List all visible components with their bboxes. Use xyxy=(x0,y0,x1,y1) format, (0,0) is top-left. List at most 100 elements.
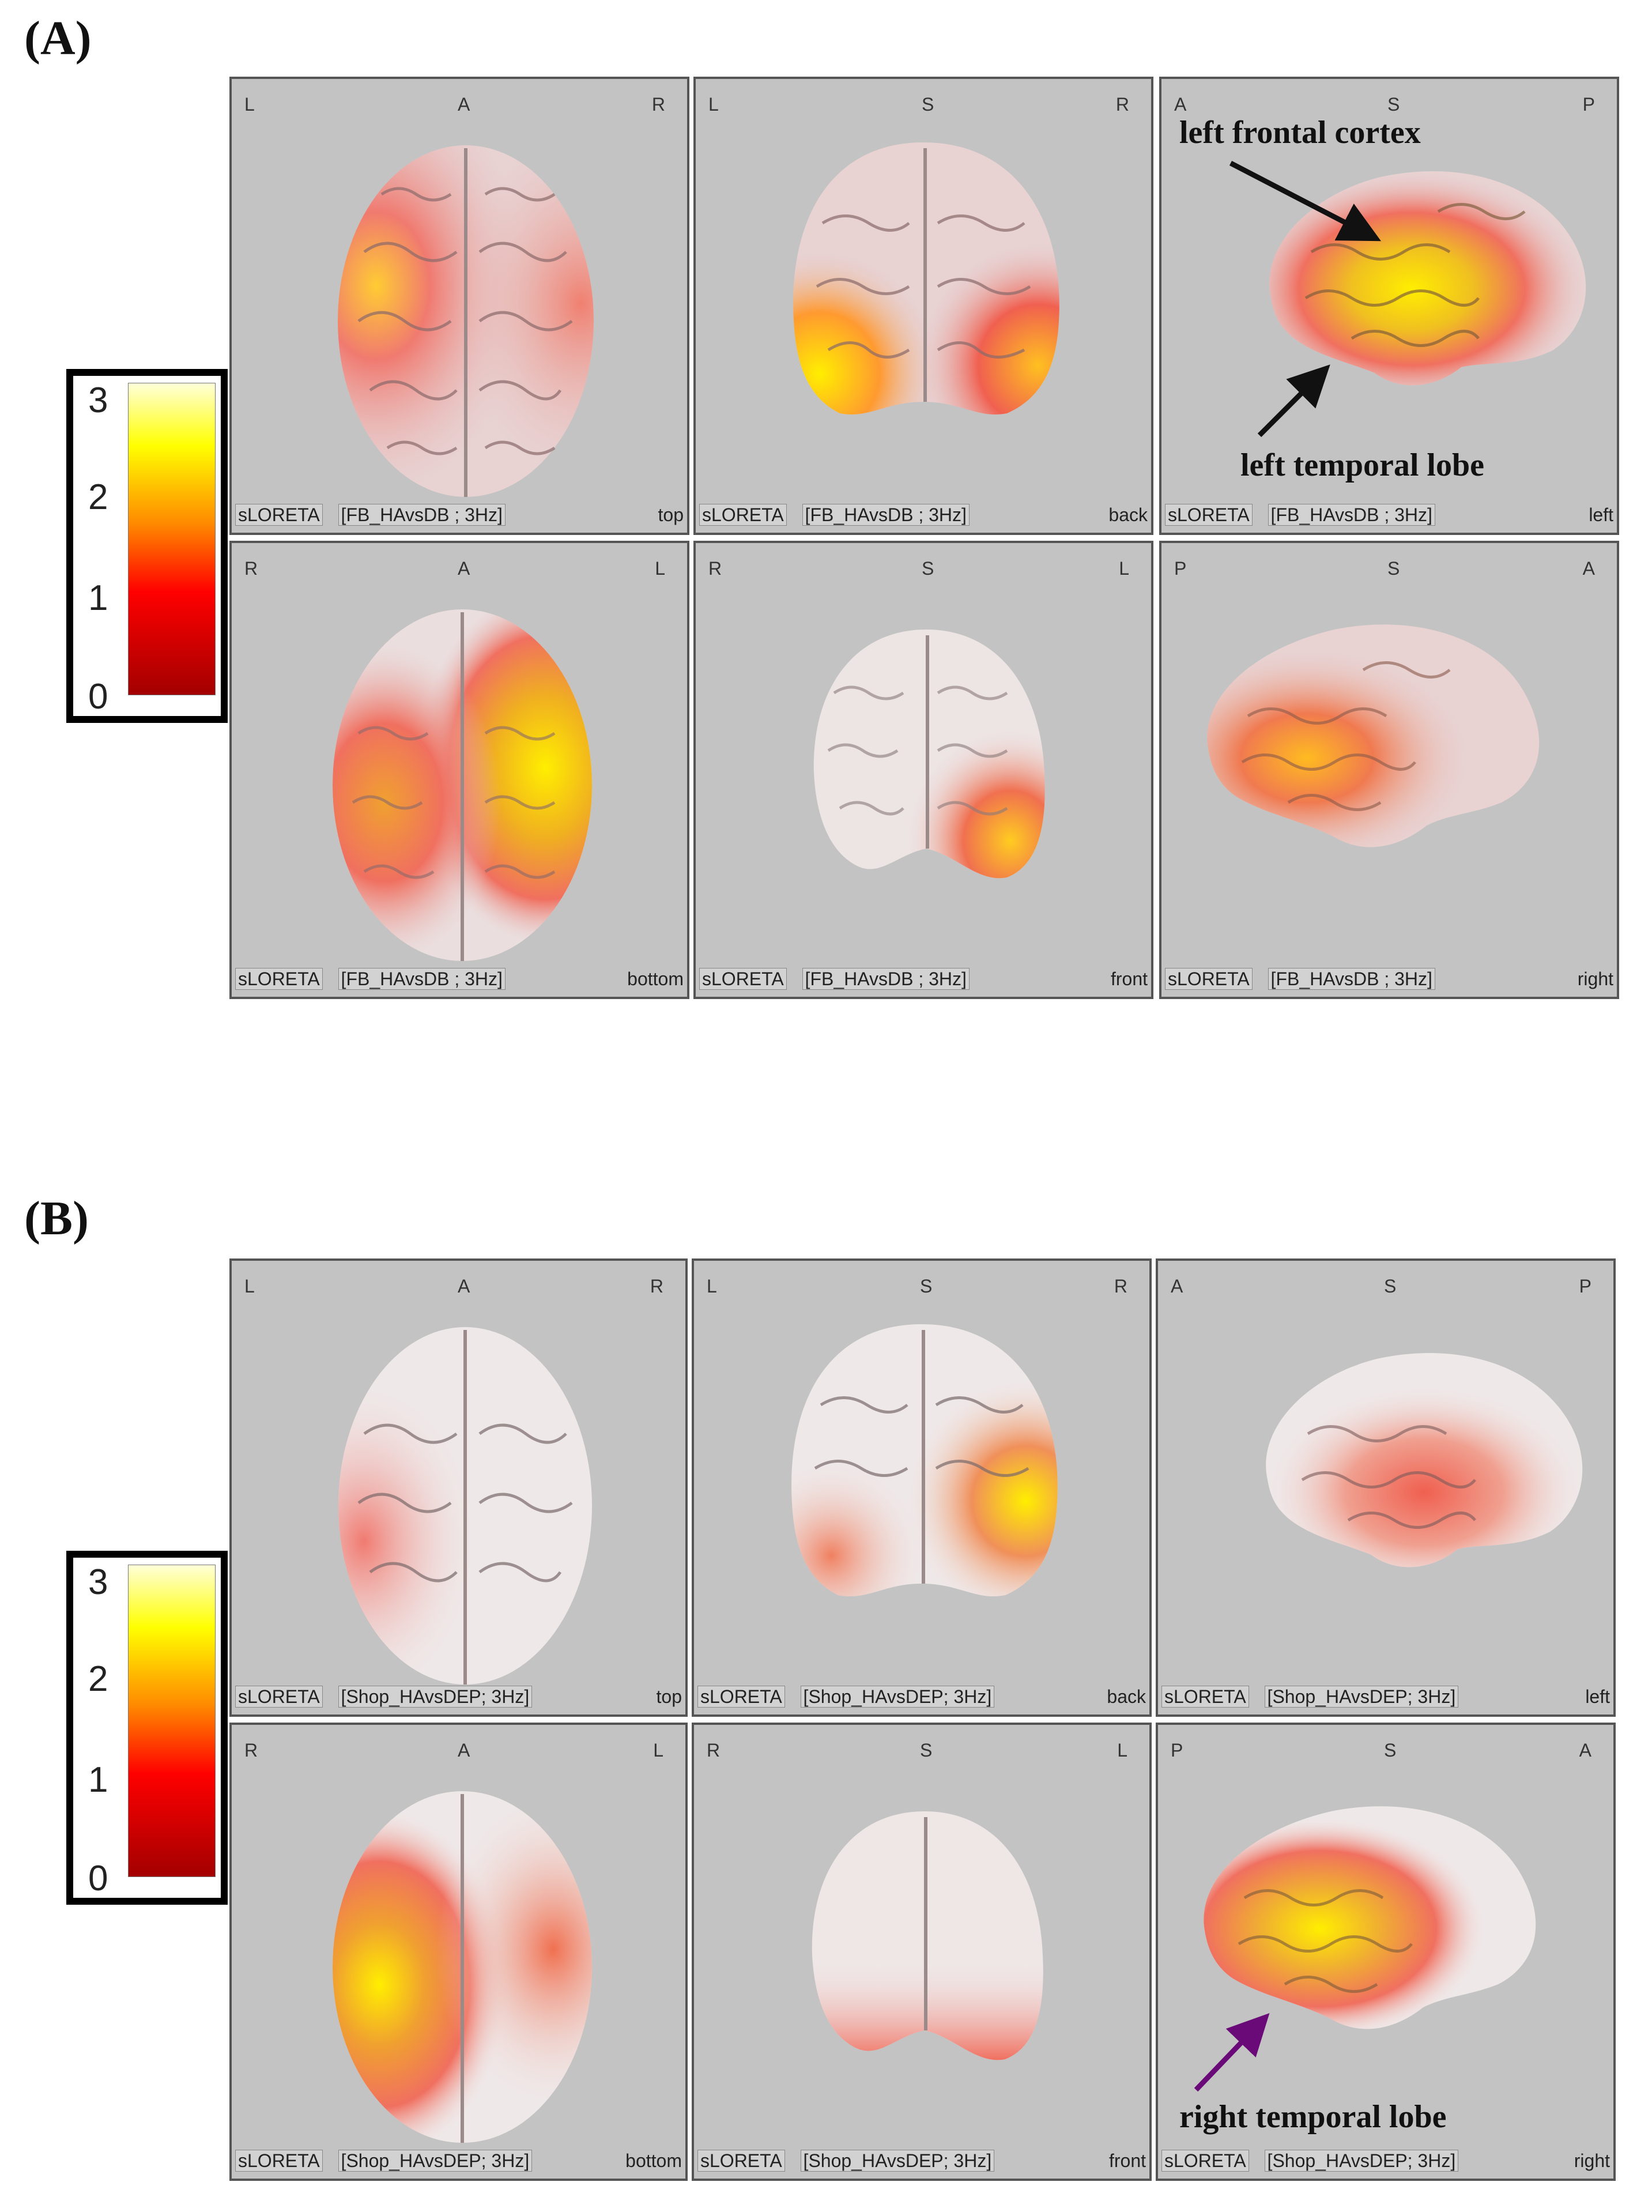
method-label: sLORETA xyxy=(699,504,787,526)
panel-footer: sLORETA [FB_HAvsDB ; 3Hz] xyxy=(699,968,970,990)
colorbar-tick: 2 xyxy=(88,477,108,517)
brain-panel-left-view: A S P sLORETA [Shop_HAvsDEP; 3Hz] left xyxy=(1156,1258,1616,1717)
orientation-left: P xyxy=(1171,1740,1183,1761)
brain-panel-back-view: L S R sLORETA [FB_HAvsDB ; 3Hz] back xyxy=(693,77,1153,535)
section-a-label: (A) xyxy=(24,12,92,65)
brain-front-view-image xyxy=(813,630,1045,879)
view-label: front xyxy=(1108,2150,1146,2171)
orientation-center: S xyxy=(920,1740,933,1761)
brain-right-view-image xyxy=(1207,624,1540,847)
panel-footer: sLORETA [FB_HAvsDB ; 3Hz] xyxy=(699,504,970,526)
brain-left-view-image xyxy=(1266,1353,1583,1567)
view-label: bottom xyxy=(627,969,684,989)
colorbar-tick: 1 xyxy=(88,578,108,618)
orientation-right: R xyxy=(650,1276,663,1297)
condition-label: [FB_HAvsDB ; 3Hz] xyxy=(338,968,506,990)
orientation-right: L xyxy=(655,558,665,579)
colorbar-tick: 3 xyxy=(88,380,108,420)
brain-back-view-image xyxy=(793,142,1059,415)
orientation-left: L xyxy=(244,1276,255,1297)
panel-footer: sLORETA [Shop_HAvsDEP; 3Hz] xyxy=(1161,2150,1459,2172)
condition-label: [Shop_HAvsDEP; 3Hz] xyxy=(1264,2150,1459,2172)
brain-panel-right-view: P S A sLORETA [Shop_HAvsDEP; 3Hz] right xyxy=(1156,1723,1616,2181)
orientation-left: R xyxy=(707,1740,721,1761)
method-label: sLORETA xyxy=(235,504,323,526)
brain-front-view-image xyxy=(812,1811,1043,2060)
condition-label: [FB_HAvsDB ; 3Hz] xyxy=(802,968,970,990)
brain-panel-right-view: P S A sLORETA [FB_HAvsDB ; 3Hz] right xyxy=(1159,541,1619,999)
method-label: sLORETA xyxy=(699,968,787,990)
method-label: sLORETA xyxy=(697,2150,785,2172)
panel-footer: sLORETA [FB_HAvsDB ; 3Hz] xyxy=(1165,504,1435,526)
panel-footer: sLORETA [Shop_HAvsDEP; 3Hz] xyxy=(697,1686,995,1708)
orientation-center: A xyxy=(458,1740,470,1761)
annotation-left-temporal-lobe: left temporal lobe xyxy=(1240,447,1484,483)
orientation-center: S xyxy=(1387,94,1400,115)
colorbar-tick: 1 xyxy=(88,1760,108,1800)
orientation-center: S xyxy=(1384,1276,1397,1297)
orientation-right: R xyxy=(651,94,665,115)
panel-footer: sLORETA [FB_HAvsDB ; 3Hz] xyxy=(1165,968,1435,990)
orientation-right: P xyxy=(1579,1276,1591,1297)
colorbar-tick: 2 xyxy=(88,1659,108,1699)
annotation-left-frontal-cortex: left frontal cortex xyxy=(1179,115,1421,150)
colorbar-gradient xyxy=(128,1565,216,1877)
condition-label: [Shop_HAvsDEP; 3Hz] xyxy=(338,2150,533,2172)
brain-panel-bottom-view: R A L sLORETA [Shop_HAvsDEP; 3Hz] bottom xyxy=(229,1723,688,2181)
brain-top-view-image xyxy=(338,145,594,497)
method-label: sLORETA xyxy=(1161,1686,1249,1708)
colorbar-a: 3 2 1 0 xyxy=(66,369,228,723)
method-label: sLORETA xyxy=(235,2150,323,2172)
condition-label: [Shop_HAvsDEP; 3Hz] xyxy=(800,2150,995,2172)
panel-footer: sLORETA [Shop_HAvsDEP; 3Hz] xyxy=(1161,1686,1459,1708)
method-label: sLORETA xyxy=(235,1686,323,1708)
orientation-right: P xyxy=(1582,94,1595,115)
condition-label: [FB_HAvsDB ; 3Hz] xyxy=(1268,968,1435,990)
method-label: sLORETA xyxy=(1161,2150,1249,2172)
orientation-left: R xyxy=(708,558,722,579)
brain-right-view-image xyxy=(1204,1806,1536,2029)
condition-label: [Shop_HAvsDEP; 3Hz] xyxy=(338,1686,533,1708)
orientation-center: A xyxy=(458,558,470,579)
orientation-right: L xyxy=(1119,558,1129,579)
view-label: left xyxy=(1585,1686,1610,1707)
brain-panel-front-view: R S L sLORETA [FB_HAvsDB ; 3Hz] front xyxy=(693,541,1153,999)
brain-panel-top-view: L A R sLORETA [Shop_HAvsDEP; 3Hz] top xyxy=(229,1258,688,1717)
orientation-left: L xyxy=(708,94,719,115)
orientation-right: A xyxy=(1579,1740,1591,1761)
orientation-left: P xyxy=(1174,558,1187,579)
panel-footer: sLORETA [FB_HAvsDB ; 3Hz] xyxy=(235,504,506,526)
view-label: back xyxy=(1108,504,1148,525)
condition-label: [FB_HAvsDB ; 3Hz] xyxy=(338,504,506,526)
orientation-right: R xyxy=(1114,1276,1127,1297)
view-label: right xyxy=(1577,969,1613,989)
method-label: sLORETA xyxy=(697,1686,785,1708)
orientation-left: L xyxy=(707,1276,717,1297)
orientation-left: R xyxy=(244,1740,258,1761)
brain-top-view-image xyxy=(338,1327,592,1685)
condition-label: [Shop_HAvsDEP; 3Hz] xyxy=(800,1686,995,1708)
annotation-right-temporal-lobe: right temporal lobe xyxy=(1179,2099,1447,2135)
orientation-center: S xyxy=(922,94,934,115)
condition-label: [FB_HAvsDB ; 3Hz] xyxy=(802,504,970,526)
brain-back-view-image xyxy=(791,1324,1058,1597)
view-label: top xyxy=(658,504,684,525)
orientation-right: L xyxy=(1117,1740,1127,1761)
orientation-left: A xyxy=(1174,94,1187,115)
colorbar-tick: 3 xyxy=(88,1562,108,1602)
panel-footer: sLORETA [FB_HAvsDB ; 3Hz] xyxy=(235,968,506,990)
brain-bottom-view-image xyxy=(333,609,592,961)
view-label: top xyxy=(656,1686,682,1707)
colorbar-tick: 0 xyxy=(88,1859,108,1898)
orientation-center: A xyxy=(458,94,470,115)
panel-footer: sLORETA [Shop_HAvsDEP; 3Hz] xyxy=(697,2150,995,2172)
orientation-right: L xyxy=(653,1740,663,1761)
orientation-left: R xyxy=(244,558,258,579)
method-label: sLORETA xyxy=(1165,504,1253,526)
colorbar-gradient xyxy=(128,383,216,695)
orientation-right: A xyxy=(1582,558,1595,579)
view-label: left xyxy=(1589,504,1613,525)
brain-panel-top-view: L A R sLORETA [FB_HAvsDB ; 3Hz] top xyxy=(229,77,689,535)
orientation-center: S xyxy=(920,1276,933,1297)
method-label: sLORETA xyxy=(1165,968,1253,990)
